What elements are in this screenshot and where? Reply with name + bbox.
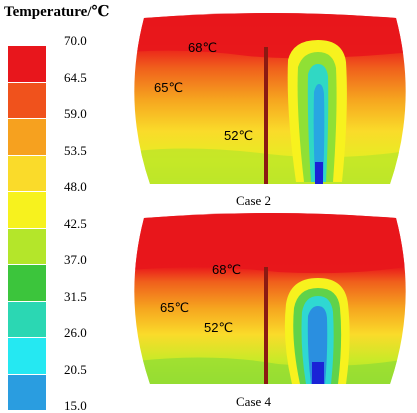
case-4-contour	[134, 213, 406, 384]
legend-tick-label: 42.5	[64, 215, 87, 231]
legend-swatch	[8, 192, 46, 228]
legend-tick-label: 53.5	[64, 142, 87, 158]
caption-case-2: Case 2	[236, 193, 272, 208]
legend-swatch	[8, 301, 46, 337]
isotherm-label-top: 68℃	[188, 40, 218, 55]
legend-tick-label: 48.0	[64, 179, 87, 194]
isotherm-label-mid: 65℃	[160, 300, 190, 315]
isotherm-label-low: 52℃	[204, 320, 234, 335]
legend-tick-label: 15.0	[64, 398, 87, 413]
legend-tick-label: 64.5	[64, 69, 87, 85]
legend-swatch	[8, 155, 46, 191]
isotherm-label-mid: 65℃	[154, 80, 184, 95]
legend-swatch	[8, 265, 46, 301]
legend-tick-label: 59.0	[64, 106, 87, 121]
legend-title: Temperature/℃	[4, 4, 110, 20]
legend-tick-label: 20.5	[64, 361, 87, 377]
legend-swatch	[8, 228, 46, 264]
temperature-legend: Temperature/℃ 70.0 64.5 59.0 53.5 48.0 42.5 37…	[0, 0, 120, 413]
legend-swatch	[8, 119, 46, 155]
legend-tick-label: 31.5	[64, 288, 87, 304]
legend-swatch	[8, 374, 46, 410]
isotherm-label-top: 68℃	[212, 262, 242, 277]
legend-tick-label: 70.0	[64, 33, 87, 48]
case-2-contour	[134, 13, 406, 184]
legend-swatch	[8, 46, 46, 82]
legend-tick-label: 26.0	[64, 325, 87, 340]
legend-tick-label: 37.0	[64, 252, 87, 267]
caption-case-4: Case 4	[236, 394, 272, 409]
legend-swatch	[8, 338, 46, 374]
panel-case-2: 68℃ 65℃ 52℃ Case 2	[128, 12, 413, 208]
legend-swatch	[8, 82, 46, 118]
isotherm-label-low: 52℃	[224, 128, 254, 143]
panel-case-4: 68℃ 65℃ 52℃ Case 4	[128, 212, 413, 412]
